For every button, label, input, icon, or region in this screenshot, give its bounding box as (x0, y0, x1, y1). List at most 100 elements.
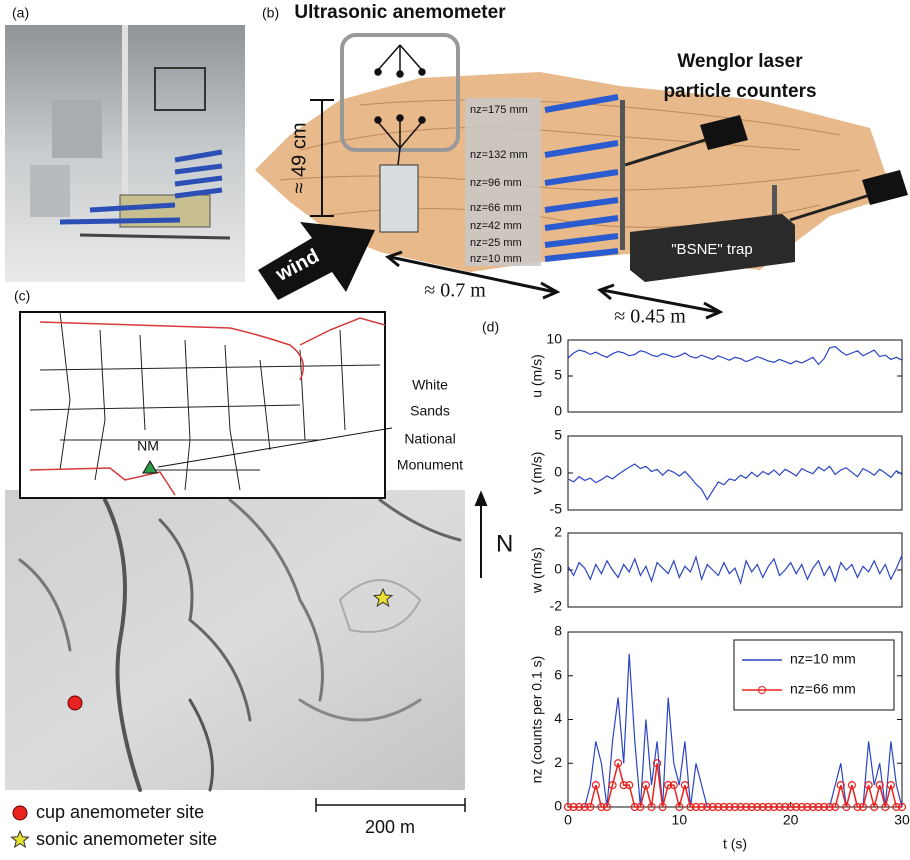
series-marker (747, 802, 756, 812)
y-tick-label: 0 (554, 403, 562, 419)
wind-arrow (258, 222, 375, 300)
height-label: nz=132 mm (470, 149, 528, 161)
series-marker (586, 802, 595, 812)
us-map (19, 311, 386, 499)
distance-arrows (384, 250, 724, 320)
series-marker (569, 802, 578, 812)
legend-sonic (10, 829, 30, 849)
series-marker (831, 802, 840, 812)
x-tick-label: 0 (564, 812, 572, 828)
site-label: National (404, 431, 455, 447)
series-marker (714, 802, 723, 812)
panel-label: (d) (482, 319, 499, 335)
y-tick-label: -2 (550, 598, 563, 614)
series-marker (864, 781, 873, 790)
y-tick-label: 6 (554, 666, 562, 682)
bsne-trap (630, 214, 795, 282)
north-arrow (474, 490, 488, 578)
height-label: nz=42 mm (470, 220, 522, 232)
y-axis-label: v (m/s) (529, 452, 545, 495)
series-marker (691, 802, 701, 812)
series-marker (580, 802, 589, 812)
series-marker (597, 802, 606, 812)
series-marker (769, 802, 779, 812)
counter-column (465, 98, 541, 266)
series-marker (708, 802, 717, 812)
series-line (567, 554, 903, 586)
series-marker (625, 781, 634, 790)
series-marker (647, 802, 656, 812)
y-tick-label: 10 (546, 331, 562, 347)
site-label: Sands (410, 403, 450, 419)
height-bracket (310, 99, 334, 217)
series-marker (780, 802, 790, 812)
series-marker (725, 802, 734, 812)
series-marker (847, 781, 857, 790)
series-marker (836, 781, 845, 790)
series-marker (775, 802, 784, 812)
y-axis-label: w (m/s) (529, 547, 545, 594)
state-label: NM (137, 438, 159, 454)
series-marker (853, 802, 862, 812)
legend-label: cup anemometer site (36, 802, 204, 822)
plot-area (567, 532, 903, 608)
series-marker (736, 802, 745, 812)
dune-relief (5, 490, 465, 790)
trap-label: "BSNE" trap (671, 241, 753, 258)
series-marker (703, 802, 712, 812)
counter-label: Wenglor laser (677, 51, 803, 72)
series-marker (842, 802, 851, 812)
series-marker (602, 802, 612, 812)
series-marker (881, 802, 890, 812)
y-tick-label: 4 (554, 710, 562, 726)
plot-area (567, 339, 903, 413)
series-marker (825, 802, 834, 812)
height-label: nz=175 mm (470, 104, 528, 116)
series-marker (819, 802, 829, 812)
series-marker (636, 802, 645, 812)
y-axis-label: u (m/s) (529, 354, 545, 398)
series-line (567, 345, 903, 366)
panel-label: (c) (14, 288, 30, 304)
series-marker (858, 802, 868, 812)
series-marker (697, 802, 706, 812)
panel-label: (a) (12, 5, 29, 21)
series-marker (786, 802, 795, 812)
series-marker (753, 802, 762, 812)
series-marker (652, 759, 662, 768)
distance-label: ≈ 0.7 m (424, 280, 486, 302)
legend-label: nz=66 mm (790, 681, 856, 697)
series-marker (630, 802, 639, 812)
site-label: Monument (397, 457, 463, 473)
y-tick-label: 2 (554, 524, 562, 540)
series-marker (641, 781, 651, 790)
sonic-site (372, 587, 394, 608)
series-marker (808, 802, 818, 812)
series-marker (870, 802, 879, 812)
y-tick-label: 2 (554, 754, 562, 770)
height-labels: nz=175 mm nz=132 mm nz=96 mm nz=66 mm nz… (470, 104, 528, 265)
series-marker (792, 802, 801, 812)
north-label: N (496, 530, 513, 557)
y-tick-label: 0 (554, 561, 562, 577)
y-tick-label: 0 (554, 464, 562, 480)
series-marker (608, 781, 617, 790)
panel-label: (b) (262, 5, 279, 21)
photo-equipment (30, 25, 231, 240)
series-marker (892, 802, 901, 812)
series-marker (719, 802, 728, 812)
series-marker (686, 802, 695, 812)
height-label: nz=25 mm (470, 237, 522, 249)
series-marker (658, 802, 667, 812)
x-tick-label: 20 (783, 812, 799, 828)
series-marker (803, 802, 812, 812)
series-marker (591, 781, 600, 790)
series-marker (675, 802, 684, 812)
y-tick-label: 8 (554, 623, 562, 639)
series-marker (563, 802, 573, 812)
height-label: nz=66 mm (470, 202, 522, 214)
legend-label: sonic anemometer site (36, 829, 217, 849)
scale-label: 200 m (365, 817, 415, 837)
state-borders (29, 311, 381, 491)
